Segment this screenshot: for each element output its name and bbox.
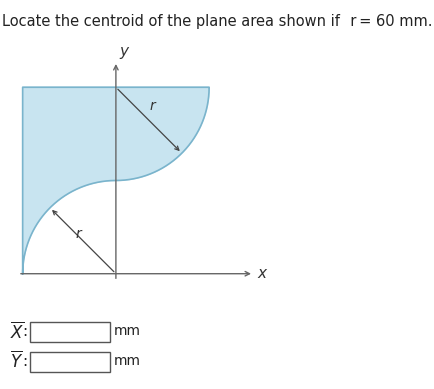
Text: x: x [258,266,266,281]
Text: r: r [76,227,82,241]
Text: mm: mm [114,354,141,368]
Text: mm: mm [114,324,141,338]
Text: $\overline{X}$: $\overline{X}$ [10,321,24,342]
Text: Locate the centroid of the plane area shown if   r = 60 mm.: Locate the centroid of the plane area sh… [2,14,432,29]
Text: :: : [22,354,27,368]
FancyBboxPatch shape [30,352,110,372]
Text: $\overline{Y}$: $\overline{Y}$ [10,350,23,371]
Text: :: : [22,324,27,339]
FancyBboxPatch shape [30,322,110,342]
Polygon shape [23,87,209,274]
Text: y: y [120,44,128,59]
Text: r: r [149,99,155,113]
